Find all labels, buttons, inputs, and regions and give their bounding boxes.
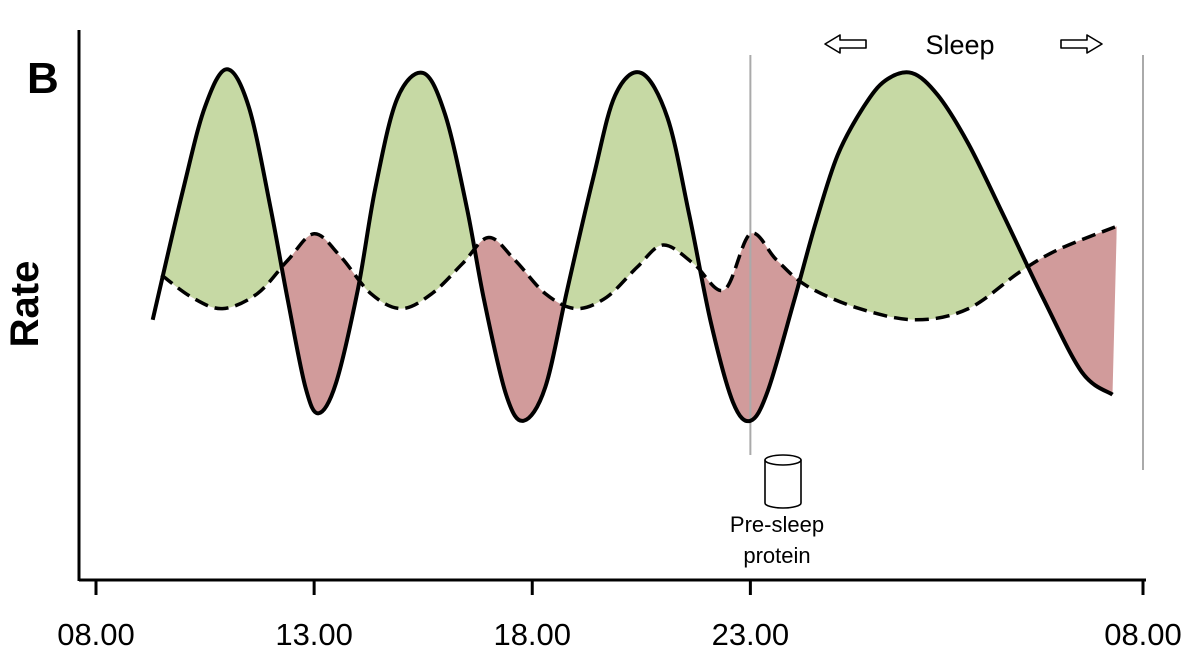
- axes: [77, 30, 1146, 582]
- sleep-annotation: Sleep: [824, 30, 1103, 60]
- shading-layer: [161, 69, 1117, 422]
- dashed-rate-curve: [160, 224, 1118, 322]
- y-axis-label: Rate: [3, 261, 47, 348]
- solid-rate-curve: [150, 67, 1114, 424]
- x-tick-label: 18.00: [493, 617, 571, 652]
- protein-label: protein: [743, 543, 810, 568]
- protein-shake-icon: [764, 454, 802, 509]
- right-arrow-icon: [1060, 34, 1103, 54]
- x-axis-ticks: 08.00 13.00 18.00 23.00 08.00: [57, 580, 1182, 652]
- x-tick-label: 08.00: [57, 617, 135, 652]
- sleep-label: Sleep: [925, 30, 994, 60]
- x-tick-label: 08.00: [1104, 617, 1182, 652]
- vertical-reference-lines: [749, 55, 1144, 470]
- x-tick-label: 13.00: [275, 617, 353, 652]
- green-shaded-area: [161, 69, 1117, 320]
- pre-sleep-protein-annotation: Pre-sleep protein: [730, 454, 824, 568]
- x-tick-label: 23.00: [712, 617, 790, 652]
- left-arrow-icon: [824, 34, 867, 54]
- panel-letter: B: [27, 54, 59, 103]
- pre-sleep-label: Pre-sleep: [730, 512, 824, 537]
